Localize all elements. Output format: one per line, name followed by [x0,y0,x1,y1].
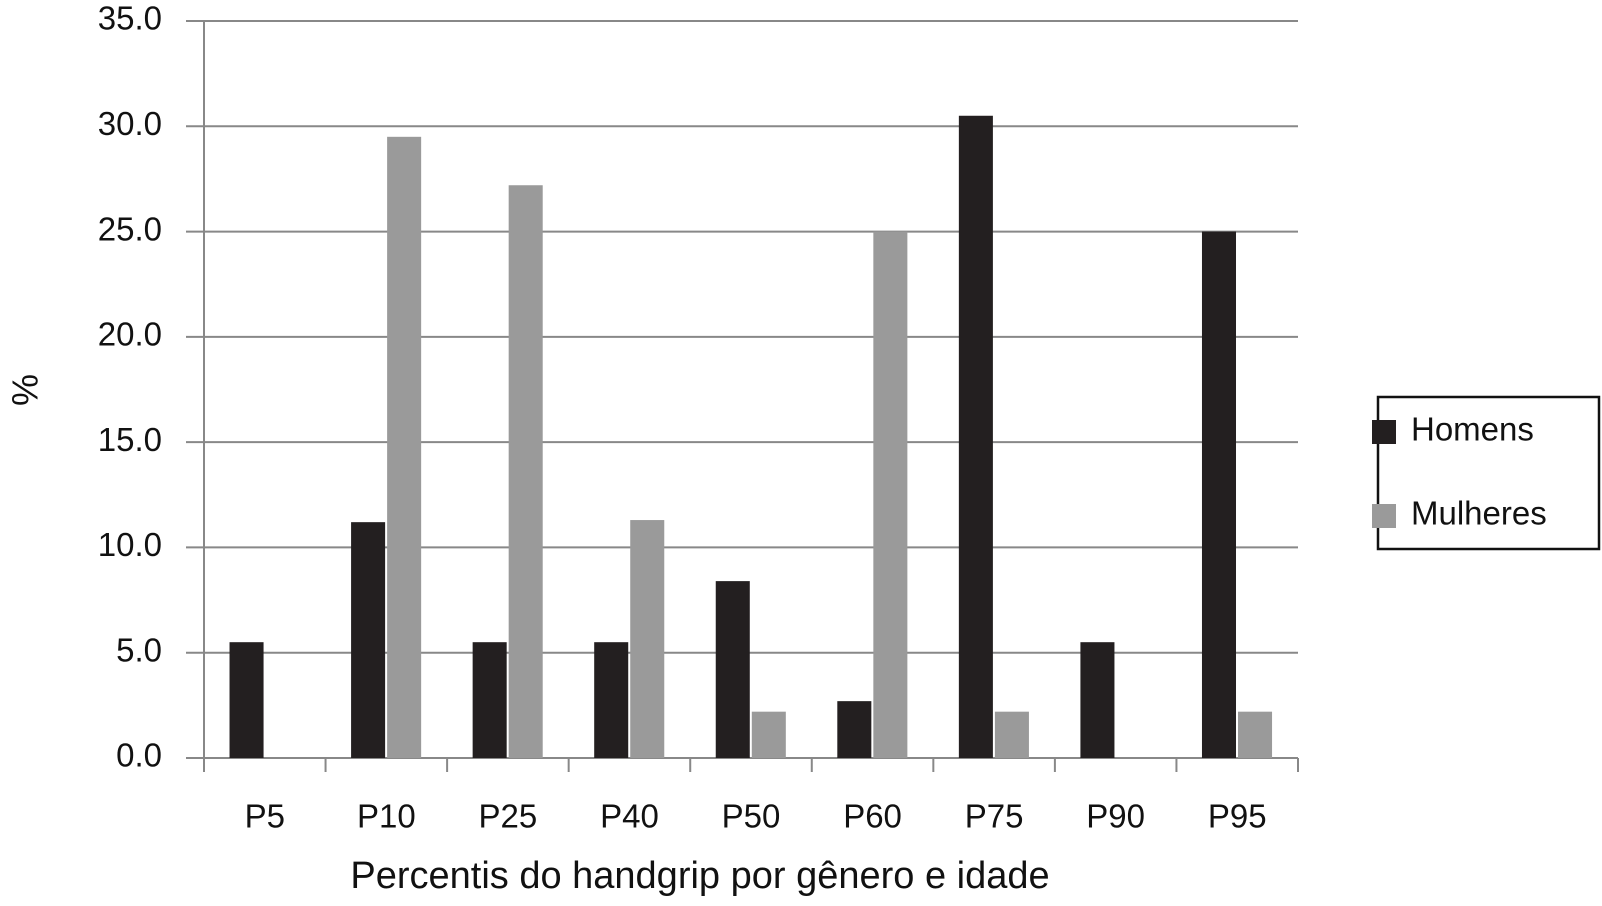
bar [351,522,386,758]
bar [751,711,786,758]
bar [387,136,422,759]
bar [837,701,872,758]
legend-swatch [1372,504,1396,528]
bar [1080,642,1115,758]
bar [1201,231,1237,759]
y-tick-label: 25.0 [98,210,162,247]
x-tick-label: P50 [722,798,781,835]
bar [873,231,908,759]
legend-swatch [1372,420,1396,444]
bar [1238,711,1273,758]
y-tick-label: 15.0 [98,421,162,458]
x-tick-label: P10 [357,798,416,835]
x-tick-label: P60 [843,798,902,835]
bar [630,520,665,758]
y-tick-label: 0.0 [116,737,162,774]
bar [994,711,1029,758]
y-tick-label: 20.0 [98,316,162,353]
bar [229,642,264,758]
y-axis-title: % [5,374,46,406]
bar [508,185,543,758]
x-axis-title: Percentis do handgrip por gênero e idade [350,855,1049,897]
legend-label: Mulheres [1411,495,1547,532]
y-tick-label: 10.0 [98,526,162,563]
bar [472,642,507,758]
bar [958,115,993,758]
x-tick-label: P75 [965,798,1024,835]
legend-label: Homens [1411,411,1534,448]
bar [715,581,750,758]
x-tick-label: P5 [245,798,285,835]
x-tick-label: P40 [600,798,659,835]
x-tick-label: P25 [479,798,538,835]
y-tick-label: 5.0 [116,631,162,668]
x-tick-label: P90 [1086,798,1145,835]
x-tick-label: P95 [1208,798,1267,835]
y-tick-label: 35.0 [98,0,162,37]
y-tick-label: 30.0 [98,105,162,142]
legend-box [1376,395,1601,551]
bar [594,642,629,758]
